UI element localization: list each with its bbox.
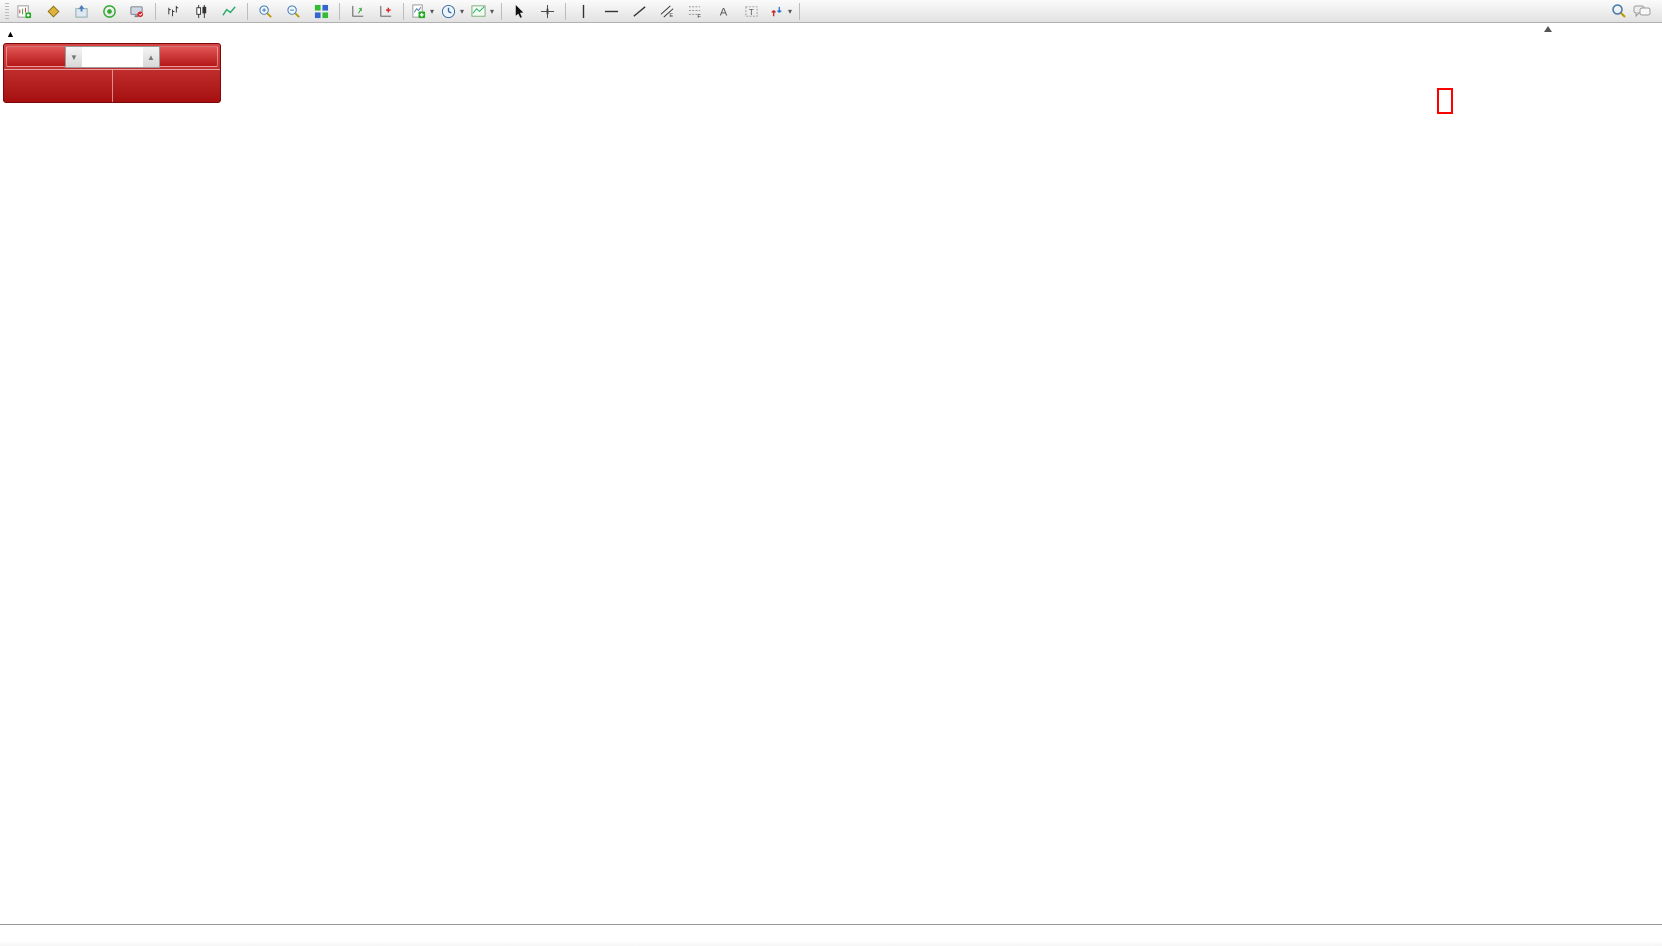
symbol-arrow-icon: ▲ bbox=[6, 29, 15, 39]
templates-caret-icon: ▾ bbox=[490, 6, 495, 16]
toolbar-separator bbox=[501, 2, 503, 20]
trade-panel-top: ▼ ▲ bbox=[4, 44, 220, 70]
line-chart-button[interactable] bbox=[216, 1, 243, 22]
volume-stepper: ▼ ▲ bbox=[65, 46, 160, 68]
period-separators-button[interactable] bbox=[372, 1, 399, 22]
text-label-button[interactable]: T bbox=[738, 1, 765, 22]
zoom-out-icon bbox=[287, 4, 300, 18]
trendline-button[interactable] bbox=[626, 1, 653, 22]
time-axis[interactable] bbox=[0, 924, 1662, 946]
price-annotation-box[interactable] bbox=[1437, 88, 1453, 114]
vertical-line-icon bbox=[582, 4, 585, 18]
buy-button[interactable] bbox=[156, 46, 218, 67]
volume-decrease-button[interactable]: ▼ bbox=[66, 47, 82, 67]
arrows-button[interactable]: ▾ bbox=[766, 1, 795, 22]
gold-icon bbox=[47, 5, 60, 17]
auto-trading-button[interactable] bbox=[124, 1, 151, 22]
candlestick-chart-button[interactable] bbox=[188, 1, 215, 22]
period-separators-icon bbox=[380, 5, 392, 17]
toolbar-grip bbox=[5, 3, 9, 19]
sell-button[interactable] bbox=[6, 46, 68, 67]
crosshair-icon bbox=[540, 4, 555, 18]
indicator-window-button[interactable] bbox=[344, 1, 371, 22]
svg-text:E: E bbox=[669, 13, 673, 19]
toolbar-separator bbox=[247, 2, 248, 20]
trade-panel-prices bbox=[4, 70, 220, 102]
toolbar-separator bbox=[339, 2, 340, 20]
alerts-button[interactable] bbox=[96, 1, 123, 22]
svg-text:T: T bbox=[749, 6, 754, 16]
arrows-caret-icon: ▾ bbox=[788, 6, 793, 16]
market-watch-button[interactable] bbox=[40, 1, 67, 22]
timeframe-menu-caret-icon: ▾ bbox=[460, 6, 465, 16]
text-button[interactable]: A bbox=[710, 1, 737, 22]
line-chart-icon bbox=[222, 5, 236, 16]
cursor-button[interactable] bbox=[506, 1, 533, 22]
chat-icon[interactable] bbox=[1633, 3, 1651, 19]
equidistant-channel-icon: E bbox=[660, 5, 674, 19]
candlestick-chart-icon bbox=[196, 4, 207, 18]
arrows-icon bbox=[771, 6, 782, 16]
timeframe-menu-button[interactable]: ▾ bbox=[438, 1, 467, 22]
sell-price[interactable] bbox=[4, 70, 112, 102]
horizontal-line-icon bbox=[604, 10, 619, 12]
search-icon[interactable] bbox=[1611, 3, 1627, 19]
bar-chart-icon bbox=[168, 5, 179, 16]
auto-trading-icon bbox=[129, 5, 143, 17]
publish-chart-icon bbox=[75, 4, 88, 18]
zoom-in-icon bbox=[259, 4, 272, 18]
svg-text:F: F bbox=[697, 14, 701, 19]
vertical-line-button[interactable] bbox=[570, 1, 597, 22]
toolbar-separator bbox=[799, 2, 801, 20]
indicator-window-icon bbox=[352, 5, 364, 17]
new-order-icon bbox=[16, 4, 31, 18]
toolbar-separator bbox=[565, 2, 567, 20]
svg-text:A: A bbox=[720, 6, 728, 18]
volume-increase-button[interactable]: ▲ bbox=[143, 47, 159, 67]
cursor-icon bbox=[515, 4, 524, 18]
toolbar-right bbox=[1611, 3, 1659, 19]
chart-window: ▲ ▼ ▲ bbox=[0, 23, 1662, 946]
ohlc-header: ▲ bbox=[6, 26, 39, 40]
tile-windows-icon bbox=[314, 4, 329, 18]
templates-button[interactable]: ▾ bbox=[468, 1, 497, 22]
add-indicator-caret-icon: ▾ bbox=[430, 6, 435, 16]
add-indicator-icon bbox=[412, 3, 426, 18]
main-toolbar: ▾ ▾ ▾ E F A T ▾ bbox=[0, 0, 1662, 23]
buy-price[interactable] bbox=[111, 70, 221, 102]
chart-canvas[interactable] bbox=[0, 23, 1662, 946]
fibonacci-icon: F bbox=[688, 5, 701, 19]
publish-chart-button[interactable] bbox=[68, 1, 95, 22]
add-indicator-button[interactable]: ▾ bbox=[408, 1, 437, 22]
zoom-out-button[interactable] bbox=[280, 1, 307, 22]
fibonacci-button[interactable]: F bbox=[682, 1, 709, 22]
zoom-in-button[interactable] bbox=[252, 1, 279, 22]
one-click-trading-panel: ▼ ▲ bbox=[3, 43, 221, 103]
bar-chart-button[interactable] bbox=[160, 1, 187, 22]
equidistant-channel-button[interactable]: E bbox=[654, 1, 681, 22]
text-label-icon: T bbox=[745, 5, 758, 16]
trendline-icon bbox=[633, 5, 646, 17]
alert-icon bbox=[103, 4, 116, 18]
template-icon bbox=[471, 4, 486, 17]
new-order-button[interactable] bbox=[12, 1, 39, 22]
clock-icon bbox=[441, 4, 456, 18]
toolbar-separator bbox=[155, 2, 156, 20]
scale-marker-icon bbox=[1544, 26, 1552, 32]
text-icon: A bbox=[720, 6, 728, 18]
crosshair-button[interactable] bbox=[534, 1, 561, 22]
volume-input[interactable] bbox=[82, 47, 143, 67]
toolbar-separator bbox=[403, 2, 404, 20]
horizontal-line-button[interactable] bbox=[598, 1, 625, 22]
tile-windows-button[interactable] bbox=[308, 1, 335, 22]
